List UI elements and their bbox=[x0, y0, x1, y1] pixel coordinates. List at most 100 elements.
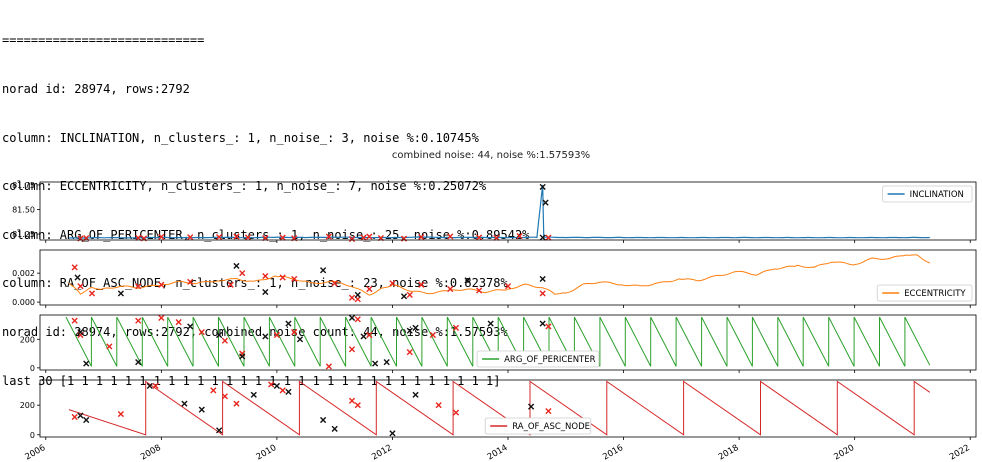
noise-point-red bbox=[268, 381, 275, 388]
x-tick-label: 2014 bbox=[486, 443, 510, 462]
noise-point-red bbox=[158, 281, 165, 288]
noise-point-red bbox=[210, 387, 217, 394]
y-tick-label: 0 bbox=[30, 364, 35, 373]
noise-point-black bbox=[400, 293, 408, 300]
x-tick-label: 2006 bbox=[24, 443, 48, 462]
noise-point-red bbox=[135, 283, 142, 290]
noise-point-red bbox=[216, 233, 223, 241]
noise-point-red bbox=[187, 234, 194, 241]
noise-point-red bbox=[135, 317, 142, 324]
noise-point-red bbox=[244, 234, 252, 241]
noise-point-black bbox=[181, 400, 188, 407]
y-tick-label: 81.50 bbox=[12, 206, 35, 215]
y-tick-label: 200 bbox=[20, 335, 35, 344]
noise-point-black bbox=[216, 427, 223, 434]
y-tick-label: 200 bbox=[20, 401, 35, 410]
noise-point-red bbox=[233, 400, 240, 407]
legend-label: INCLINATION bbox=[910, 190, 964, 200]
noise-point-red bbox=[262, 272, 269, 280]
y-tick-label: 0.002 bbox=[12, 269, 35, 278]
noise-point-black bbox=[539, 183, 546, 191]
noise-point-red bbox=[325, 363, 332, 370]
legend: RA_OF_ASC_NODE bbox=[484, 417, 592, 435]
noise-point-black bbox=[285, 320, 292, 327]
noise-point-black bbox=[354, 291, 361, 298]
y-tick-label: 0 bbox=[30, 431, 35, 440]
noise-point-red bbox=[435, 402, 442, 409]
noise-point-red bbox=[221, 393, 228, 400]
legend-box bbox=[476, 350, 600, 368]
x-tick-label: 2016 bbox=[601, 443, 625, 462]
noise-point-black bbox=[348, 314, 356, 321]
noise-point-black bbox=[77, 329, 84, 336]
panel-frame bbox=[39, 249, 977, 306]
noise-point-red bbox=[389, 280, 396, 287]
noise-point-red bbox=[233, 233, 240, 240]
series-line-inclination bbox=[68, 184, 930, 239]
x-tick-label: 2010 bbox=[255, 443, 279, 462]
legend-box bbox=[484, 417, 592, 435]
noise-point-black bbox=[412, 324, 419, 331]
noise-point-black bbox=[117, 290, 124, 297]
chart-title: combined noise: 44, noise %:1.57593% bbox=[392, 150, 590, 161]
noise-point-black bbox=[320, 416, 327, 424]
noise-point-red bbox=[429, 331, 436, 339]
noise-point-black bbox=[331, 425, 338, 432]
y-tick-label: 0.000 bbox=[12, 298, 35, 307]
noise-point-red bbox=[493, 234, 500, 241]
noise-point-red bbox=[447, 233, 454, 240]
noise-point-red bbox=[545, 323, 552, 330]
noise-point-red bbox=[452, 409, 460, 416]
noise-point-red bbox=[77, 283, 84, 290]
noise-point-black bbox=[83, 360, 90, 367]
noise-point-red bbox=[452, 324, 460, 331]
noise-point-red bbox=[400, 235, 408, 242]
console-line: ============================ bbox=[2, 33, 205, 48]
noise-point-red bbox=[279, 274, 286, 281]
chart-panels: 81.25 81.50 81.75 INCLINATION 0.000 0.002 ECCE… bbox=[12, 181, 977, 462]
noise-point-red bbox=[158, 233, 165, 240]
noise-point-red bbox=[418, 233, 425, 241]
noise-point-red bbox=[175, 319, 182, 326]
console-line: norad id: 28974, rows:2792 bbox=[2, 82, 190, 96]
noise-point-red bbox=[504, 283, 512, 290]
noise-point-black bbox=[239, 353, 246, 360]
legend-label: RA_OF_ASC_NODE bbox=[512, 422, 590, 432]
noise-point-black bbox=[135, 359, 142, 366]
legend-label: ECCENTRICITY bbox=[904, 289, 966, 299]
noise-point-red bbox=[366, 233, 373, 240]
console-line: column: ECCENTRICITY, n_clusters_: 1, n_… bbox=[2, 179, 487, 194]
noise-point-red bbox=[331, 280, 338, 287]
legend: ARG_OF_PERICENTER bbox=[476, 350, 600, 368]
console-line: last 30 [1 1 1 1 1 1 1 1 1 1 1 1 1 1 1 1… bbox=[2, 373, 501, 388]
x-tick-label: 2012 bbox=[370, 443, 394, 462]
noise-point-red bbox=[348, 294, 356, 301]
noise-point-red bbox=[447, 285, 454, 293]
noise-point-red bbox=[325, 233, 332, 240]
noise-point-red bbox=[360, 234, 367, 241]
noise-point-red bbox=[106, 343, 113, 350]
noise-point-red bbox=[221, 337, 228, 344]
noise-point-black bbox=[389, 430, 396, 437]
noise-point-red bbox=[71, 264, 78, 271]
noise-point-red bbox=[273, 331, 280, 339]
noise-point-red bbox=[158, 314, 165, 321]
noise-point-red bbox=[545, 407, 552, 415]
y-tick-label: 81.75 bbox=[12, 181, 35, 190]
noise-point-black bbox=[383, 359, 390, 366]
panel-frame bbox=[39, 181, 977, 241]
noise-point-black bbox=[539, 234, 546, 241]
noise-point-red bbox=[545, 234, 552, 241]
legend-box bbox=[876, 284, 973, 302]
noise-point-black bbox=[262, 333, 269, 340]
noise-point-black bbox=[83, 416, 90, 424]
noise-point-black bbox=[187, 323, 194, 330]
y-tick-label: 81.25 bbox=[12, 230, 35, 239]
noise-point-red bbox=[291, 275, 298, 283]
noise-point-red bbox=[366, 331, 373, 339]
noise-point-red bbox=[539, 290, 546, 297]
noise-point-red bbox=[366, 285, 373, 293]
noise-point-black bbox=[77, 412, 84, 419]
chart-panel: 0.000 0.002 ECCENTRICITY bbox=[12, 249, 977, 308]
noise-point-red bbox=[476, 234, 483, 241]
